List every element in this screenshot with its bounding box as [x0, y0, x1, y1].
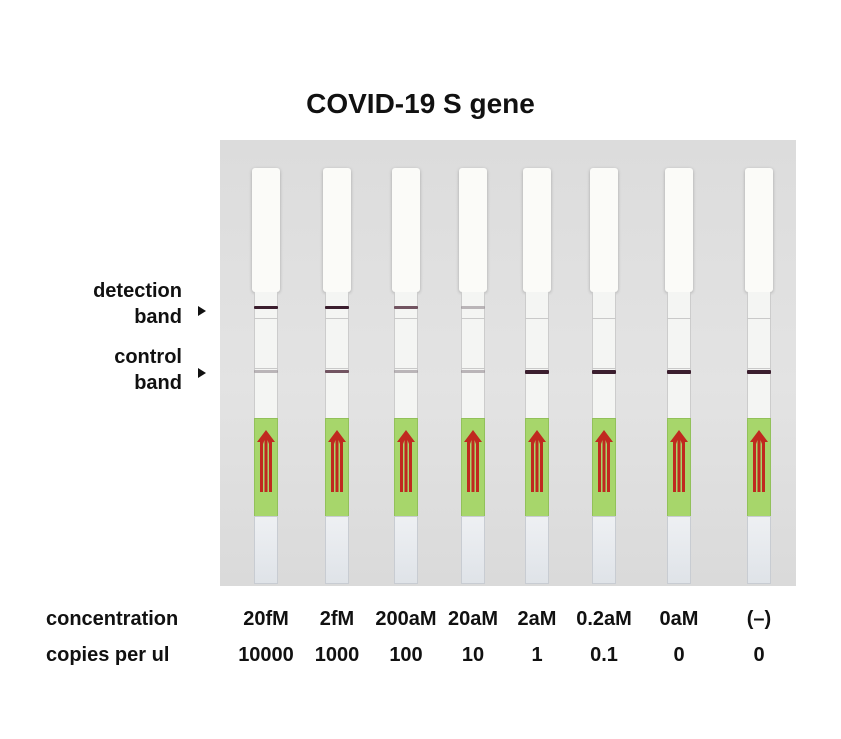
test-strip [523, 168, 551, 584]
strip-divider [394, 318, 418, 319]
control-label-line1: control [114, 346, 182, 368]
strip-divider [592, 368, 616, 369]
concentration-value: 2fM [319, 608, 355, 630]
copies-value: 10000 [238, 644, 294, 666]
concentration-row: concentration 20fM 2fM 200aM 20aM 2aM 0.2aM 0a… [0, 608, 841, 634]
copies-value: 0 [673, 644, 685, 666]
concentration-value: 20fM [243, 608, 289, 630]
concentration-value: 2aM [517, 608, 557, 630]
concentration-value: 200aM [375, 608, 437, 630]
strip-divider [747, 368, 771, 369]
control-label-line2: band [134, 372, 182, 394]
detection-band [461, 306, 485, 309]
detection-pointer-icon [198, 306, 206, 316]
strip-membrane [667, 292, 691, 418]
strip-cap [523, 168, 551, 292]
concentration-row-label: concentration [46, 608, 179, 630]
detection-band [325, 306, 349, 309]
strip-divider [525, 368, 549, 369]
strip-sample-pad [461, 516, 485, 584]
strip-divider [254, 318, 278, 319]
red-arrow-icon [528, 430, 546, 492]
test-strip [459, 168, 487, 584]
strip-membrane [394, 292, 418, 418]
strip-sample-pad [394, 516, 418, 584]
test-strip [745, 168, 773, 584]
strip-cap [392, 168, 420, 292]
strip-divider [394, 368, 418, 369]
test-strip [392, 168, 420, 584]
strip-membrane [592, 292, 616, 418]
copies-value: 10 [461, 644, 485, 666]
strip-divider [592, 318, 616, 319]
strip-membrane [747, 292, 771, 418]
strip-membrane [325, 292, 349, 418]
detection-band [254, 306, 278, 309]
test-strip [252, 168, 280, 584]
copies-value: 0 [753, 644, 765, 666]
strip-sample-pad [525, 516, 549, 584]
control-band [254, 370, 278, 373]
control-pointer-icon [198, 368, 206, 378]
control-band [592, 370, 616, 374]
strip-cap [665, 168, 693, 292]
detection-label-line2: band [134, 306, 182, 328]
copies-row-label: copies per ul [46, 644, 170, 666]
strip-divider [461, 368, 485, 369]
test-strip [665, 168, 693, 584]
strip-membrane [525, 292, 549, 418]
figure-title: COVID-19 S gene [306, 88, 535, 119]
strip-divider [254, 368, 278, 369]
control-band [747, 370, 771, 374]
strip-sample-pad [667, 516, 691, 584]
strip-sample-pad [325, 516, 349, 584]
copies-value: 1 [531, 644, 543, 666]
detection-band [394, 306, 418, 309]
strip-cap [252, 168, 280, 292]
control-band [525, 370, 549, 374]
strip-cap [323, 168, 351, 292]
strip-sample-pad [747, 516, 771, 584]
strip-sample-pad [254, 516, 278, 584]
strip-cap [459, 168, 487, 292]
copies-value: 100 [389, 644, 423, 666]
control-band [667, 370, 691, 374]
copies-value: 1000 [314, 644, 360, 666]
strip-divider [461, 318, 485, 319]
strip-divider [747, 318, 771, 319]
detection-label-line1: detection [93, 280, 182, 302]
strip-divider [325, 318, 349, 319]
strip-divider [667, 368, 691, 369]
strip-membrane [461, 292, 485, 418]
strip-divider [325, 368, 349, 369]
red-arrow-icon [464, 430, 482, 492]
detection-band-label: detection band [40, 278, 182, 330]
red-arrow-icon [257, 430, 275, 492]
test-strip [323, 168, 351, 584]
test-strips-photo [220, 140, 796, 586]
copies-value: 0.1 [590, 644, 618, 666]
concentration-value: 20aM [447, 608, 499, 630]
strip-cap [745, 168, 773, 292]
copies-row: copies per ul 10000 1000 100 10 1 0.1 0 0 [0, 644, 841, 670]
red-arrow-icon [670, 430, 688, 492]
strip-divider [525, 318, 549, 319]
test-strip [590, 168, 618, 584]
control-band-label: control band [40, 344, 182, 396]
red-arrow-icon [750, 430, 768, 492]
control-band [325, 370, 349, 373]
strip-cap [590, 168, 618, 292]
strip-divider [667, 318, 691, 319]
strip-sample-pad [592, 516, 616, 584]
red-arrow-icon [397, 430, 415, 492]
concentration-value: 0aM [659, 608, 699, 630]
red-arrow-icon [595, 430, 613, 492]
strip-membrane [254, 292, 278, 418]
concentration-value: (–) [746, 608, 772, 630]
concentration-value: 0.2aM [576, 608, 632, 630]
control-band [394, 370, 418, 373]
red-arrow-icon [328, 430, 346, 492]
control-band [461, 370, 485, 373]
